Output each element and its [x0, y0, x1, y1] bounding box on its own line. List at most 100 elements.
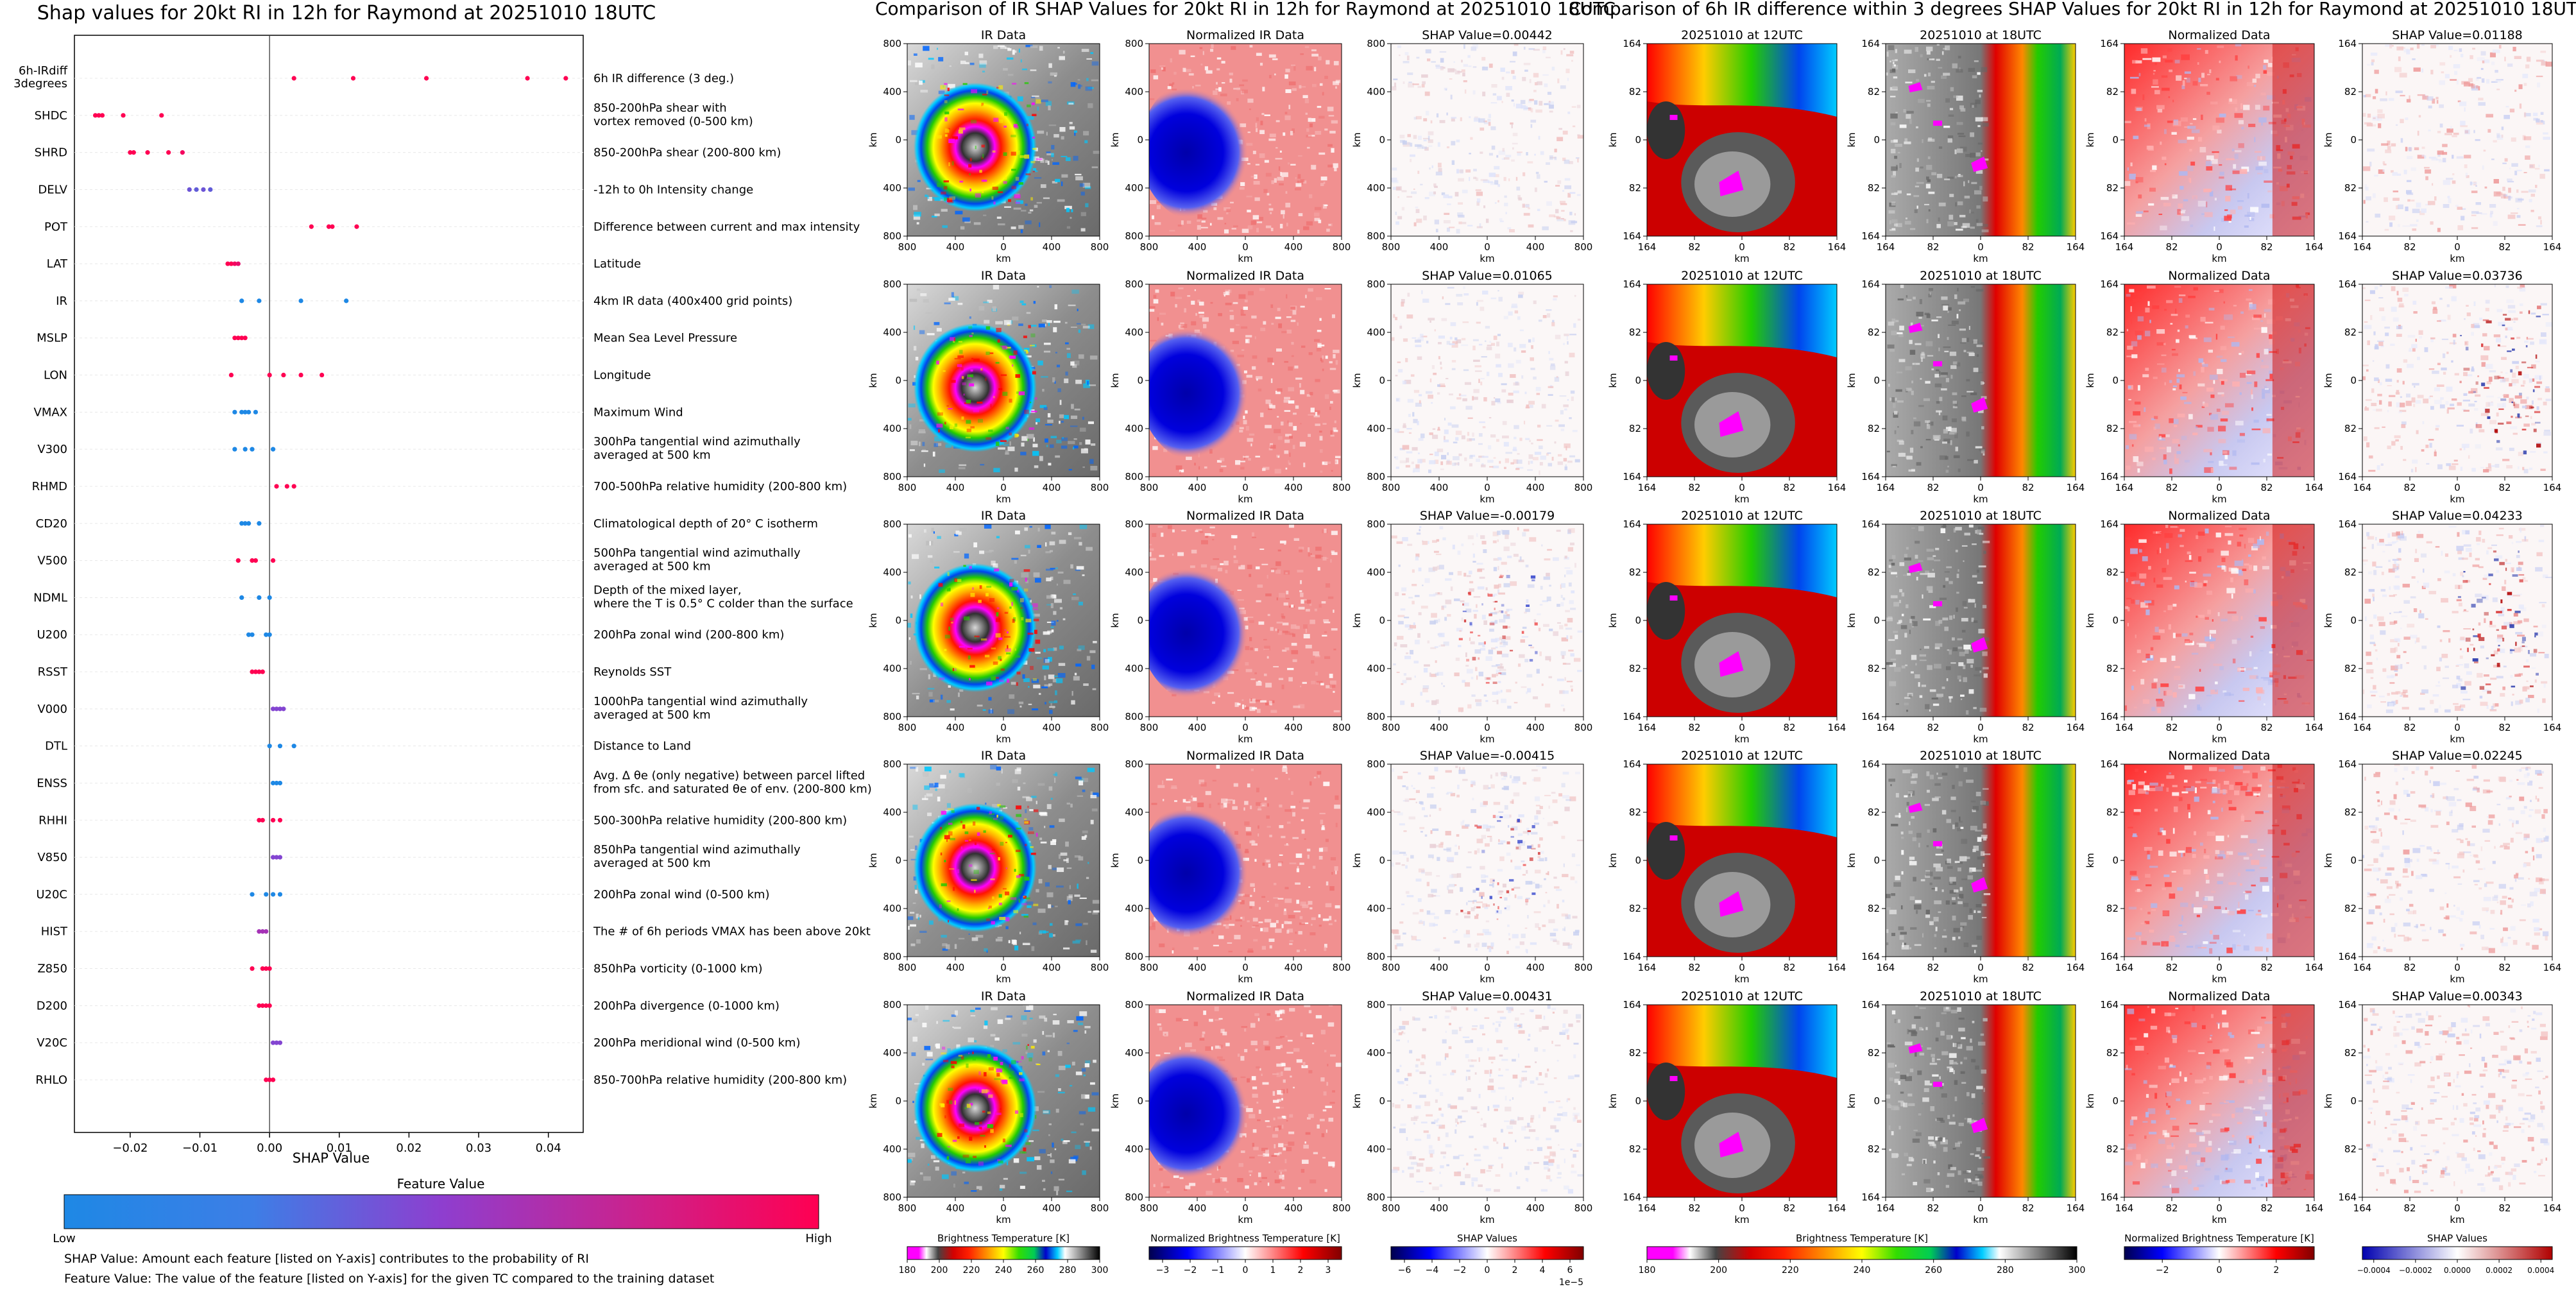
field-texture [1000, 583, 1003, 586]
field-texture [941, 1174, 949, 1179]
field-texture [1259, 217, 1264, 221]
field-texture [1030, 45, 1038, 48]
shap-point [270, 1040, 276, 1045]
field-texture [1465, 169, 1471, 173]
field-texture [1504, 897, 1508, 901]
field-texture [1250, 768, 1254, 771]
field-texture [1253, 939, 1258, 942]
field-texture [957, 869, 960, 873]
field-texture [1291, 791, 1293, 795]
field-texture [1079, 427, 1086, 432]
field-texture [1295, 626, 1300, 629]
field-texture [1329, 406, 1331, 410]
field-texture [1407, 142, 1411, 145]
x-tick-label: 800 [1333, 241, 1351, 253]
field-texture [1156, 1054, 1161, 1057]
field-texture [1090, 819, 1094, 824]
field-texture [1075, 1145, 1081, 1149]
field-texture [924, 795, 926, 800]
field-texture [1068, 102, 1074, 105]
field-texture [1444, 212, 1450, 215]
field-texture [1569, 211, 1573, 216]
field-texture [1190, 55, 1195, 57]
field-texture [1445, 89, 1447, 91]
field-texture [1081, 323, 1086, 326]
field-texture [1425, 871, 1432, 876]
field-texture [1297, 866, 1299, 869]
field-texture [1455, 765, 1458, 769]
field-texture [1293, 910, 1301, 912]
field-texture [1435, 660, 1437, 663]
field-texture [1527, 830, 1531, 832]
panel-image [1149, 764, 1342, 957]
field-texture [1077, 649, 1082, 652]
field-texture [1547, 871, 1549, 876]
field-texture [1243, 306, 1248, 310]
field-texture [1481, 540, 1487, 545]
field-texture [1021, 903, 1027, 905]
x-tick-label: 400 [1430, 962, 1449, 973]
field-texture [1049, 933, 1053, 938]
field-texture [1466, 866, 1472, 869]
field-texture [921, 798, 928, 800]
shap-point [253, 409, 259, 414]
field-texture [1308, 901, 1313, 905]
field-texture [1037, 527, 1040, 532]
field-texture [1319, 83, 1323, 86]
field-texture [1070, 326, 1077, 329]
field-texture [1068, 304, 1076, 307]
field-texture [1556, 529, 1561, 532]
x-tick-label: 400 [1284, 241, 1303, 253]
field-texture [1198, 780, 1205, 785]
field-texture [1395, 316, 1397, 321]
field-texture [1560, 602, 1564, 607]
field-texture [1492, 622, 1495, 626]
field-texture [968, 864, 973, 867]
field-texture [1039, 222, 1041, 227]
field-texture [1576, 839, 1583, 841]
field-texture [1289, 452, 1291, 457]
field-texture [1059, 56, 1065, 60]
field-texture [1501, 653, 1509, 658]
field-texture [1149, 926, 1156, 930]
field-texture [1476, 191, 1483, 196]
field-texture [1407, 133, 1412, 137]
field-texture [1077, 309, 1079, 312]
field-texture [1440, 58, 1444, 63]
field-texture [1547, 549, 1552, 551]
field-texture [1469, 438, 1475, 441]
field-texture [1533, 777, 1541, 782]
field-texture [1025, 577, 1027, 582]
field-texture [1015, 374, 1021, 378]
field-texture [1298, 931, 1302, 935]
field-texture [1023, 1021, 1027, 1025]
field-texture [1527, 915, 1529, 919]
field-texture [1179, 469, 1184, 473]
field-texture [1569, 600, 1574, 604]
field-texture [1441, 455, 1447, 459]
y-tick-label: 800 [1367, 951, 1385, 962]
feature-code-label: Z850 [37, 962, 67, 976]
field-texture [1481, 603, 1483, 606]
field-texture [1497, 96, 1502, 101]
field-texture [1417, 459, 1422, 464]
field-texture [1428, 131, 1434, 135]
field-texture [1323, 182, 1326, 184]
field-texture [1485, 681, 1490, 684]
ir-panel: SHAP Value=0.004428008004004000040040080… [1351, 28, 1592, 264]
field-texture [1320, 847, 1328, 852]
y-tick-label: 0 [1379, 855, 1385, 866]
field-texture [1171, 785, 1177, 789]
field-texture [1291, 64, 1296, 67]
field-texture [1475, 189, 1481, 191]
field-texture [1408, 432, 1412, 434]
field-texture [1457, 212, 1463, 217]
field-texture [1075, 173, 1082, 176]
field-texture [942, 225, 948, 228]
field-texture [1198, 311, 1204, 314]
ir-panel: Normalized IR Data8008004004000040040080… [1109, 989, 1351, 1225]
field-texture [1532, 337, 1535, 343]
shap-point [257, 1003, 262, 1008]
y-tick-label: 400 [1367, 423, 1385, 434]
field-texture [1416, 533, 1421, 535]
